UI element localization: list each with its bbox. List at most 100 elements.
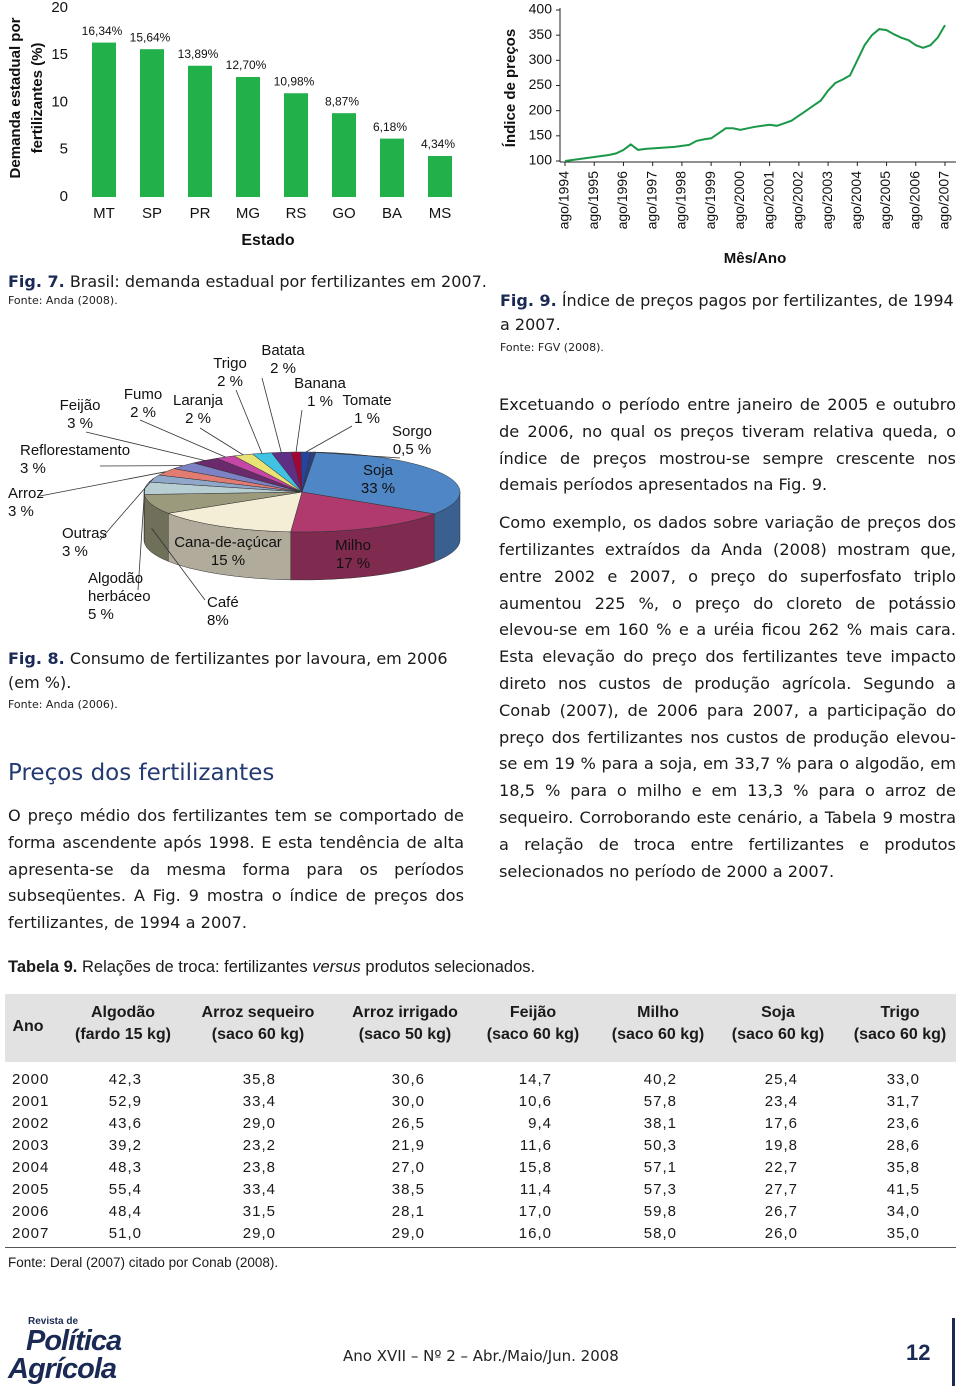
pie-label-value: 5 % (88, 606, 114, 623)
pie-label-name: Tomate (342, 392, 392, 409)
y-tick-label: 5 (60, 141, 68, 158)
table-cell: 57,8 (643, 1093, 677, 1110)
table-cell: 2003 (12, 1137, 50, 1154)
pie-label-value: 3 % (20, 460, 46, 477)
table-cell: 29,0 (242, 1115, 276, 1132)
table-cell: 2001 (12, 1093, 50, 1110)
slice (290, 491, 436, 533)
caption-label: Fig. 8. (8, 649, 65, 668)
table-cell: 11,4 (519, 1181, 552, 1198)
table-cell: 19,8 (764, 1137, 798, 1154)
table-header: Soja (saco 60 kg) (732, 1002, 824, 1046)
leader-line (295, 409, 303, 453)
table-title-text: produtos selecionados. (360, 958, 536, 976)
table-cell: 30,0 (391, 1093, 425, 1110)
y-tick-label: 300 (529, 51, 553, 67)
table-header: Ano (12, 1016, 43, 1038)
caption-text: Brasil: demanda estadual por fertilizant… (69, 272, 487, 291)
pie-label: Milho 17 % (335, 537, 371, 573)
pie-tops (143, 451, 461, 533)
x-tick-label: RS (286, 205, 307, 222)
table: Ano Algodão (fardo 15 kg) Arroz sequeiro (sa… (12, 1002, 946, 1242)
y-tick-label: 250 (529, 76, 553, 92)
column-name: Trigo (880, 1004, 920, 1021)
table-cell: 59,8 (643, 1203, 677, 1220)
caption-label: Fig. 9. (500, 291, 557, 310)
table-cell: 28,1 (391, 1203, 425, 1220)
x-axis-label: Estado (241, 232, 295, 249)
pie-label: Arroz 3 % (8, 485, 44, 521)
y-tick-label: 0 (60, 188, 68, 205)
pie-label-value: 1 % (354, 410, 380, 427)
pie-label-value: 2 % (270, 360, 296, 377)
table-cell: 26,5 (391, 1115, 425, 1132)
bar (140, 49, 164, 198)
pie-label-name: Feijão (59, 397, 101, 414)
column-name: Milho (637, 1004, 679, 1021)
column-unit: (saco 60 kg) (731, 1026, 825, 1043)
y-axis-label: Índice de preços (502, 29, 519, 147)
logo-text: Política (26, 1325, 122, 1357)
right-body: Excetuando o período entre janeiro de 20… (499, 392, 956, 896)
pie-label-value: 2 % (185, 410, 211, 427)
table-cell: 55,4 (108, 1181, 142, 1198)
pie-label: Reflorestamento 3 % (20, 442, 130, 478)
pie-label-name: Café (207, 594, 239, 611)
y-tick-label: 10 (51, 93, 68, 110)
issue: Ano XVII – Nº 2 – Abr./Maio/Jun. 2008 (343, 1347, 619, 1365)
pie-label-name: Outras (62, 525, 108, 542)
x-tick-label: SP (142, 205, 162, 222)
pie-label-name: Trigo (213, 355, 247, 372)
x-tick-label: GO (332, 205, 355, 222)
bar (284, 93, 308, 197)
pie-label: Outras 3 % (62, 525, 107, 561)
table-cell: 2000 (12, 1071, 50, 1088)
column-name: Algodão (90, 1004, 155, 1021)
x-tick-label: MT (93, 205, 115, 222)
table-cell: 17,6 (764, 1115, 798, 1132)
bar (188, 65, 212, 197)
y-tick-label: 15 (51, 46, 68, 63)
table-header: Algodão (fardo 15 kg) (75, 1002, 171, 1046)
pie-label-value: 3 % (67, 415, 93, 432)
pie-label: Sorgo 0,5 % (392, 423, 432, 459)
caption-source: Fonte: Anda (2006). (8, 698, 118, 711)
pie-label-value: 3 % (8, 503, 34, 520)
price-line (564, 24, 946, 162)
pie-sides (143, 491, 461, 581)
caption: Fig. 8. Consumo de fertilizantes por lav… (8, 647, 478, 695)
table-header: Feijão (saco 60 kg) (487, 1002, 579, 1046)
x-tick-label: ago/2002 (790, 171, 806, 230)
pie-label-value: 2 % (130, 404, 156, 421)
table-cell: 29,0 (242, 1225, 276, 1242)
bar (236, 76, 260, 197)
x-tick-label: MG (236, 205, 260, 222)
y-tick-label: 400 (529, 1, 553, 17)
bar (428, 155, 452, 197)
table-title: Tabela 9. Relações de troca: fertilizant… (8, 958, 535, 977)
table-cell: 9,4 (528, 1115, 552, 1132)
table-cell: 35,8 (886, 1159, 920, 1176)
leader-line (313, 451, 401, 459)
value-label: 4,34% (421, 137, 455, 151)
slice (167, 491, 303, 533)
x-tick-label: ago/1999 (702, 171, 718, 230)
table-cell: 25,4 (764, 1071, 798, 1088)
table-cell: 17,0 (518, 1203, 552, 1220)
page-number: 12 (906, 1340, 931, 1365)
table-cell: 2004 (12, 1159, 50, 1176)
value-label: 15,64% (130, 30, 171, 44)
paragraph: Excetuando o período entre janeiro de 20… (499, 395, 956, 495)
leader-line (261, 377, 282, 453)
column-unit: (fardo 15 kg) (74, 1026, 172, 1043)
section-heading: Preços dos fertilizantes (8, 760, 275, 786)
table-rule (5, 1247, 956, 1248)
pie-label: Trigo 2 % (213, 355, 247, 391)
table-cell: 23,4 (764, 1093, 798, 1110)
table-header: Trigo (saco 60 kg) (854, 1002, 946, 1046)
leader-line (151, 528, 206, 601)
x-tick-label: ago/2006 (906, 171, 922, 230)
x-tick-label: MS (429, 205, 452, 222)
leader-line (99, 478, 154, 541)
